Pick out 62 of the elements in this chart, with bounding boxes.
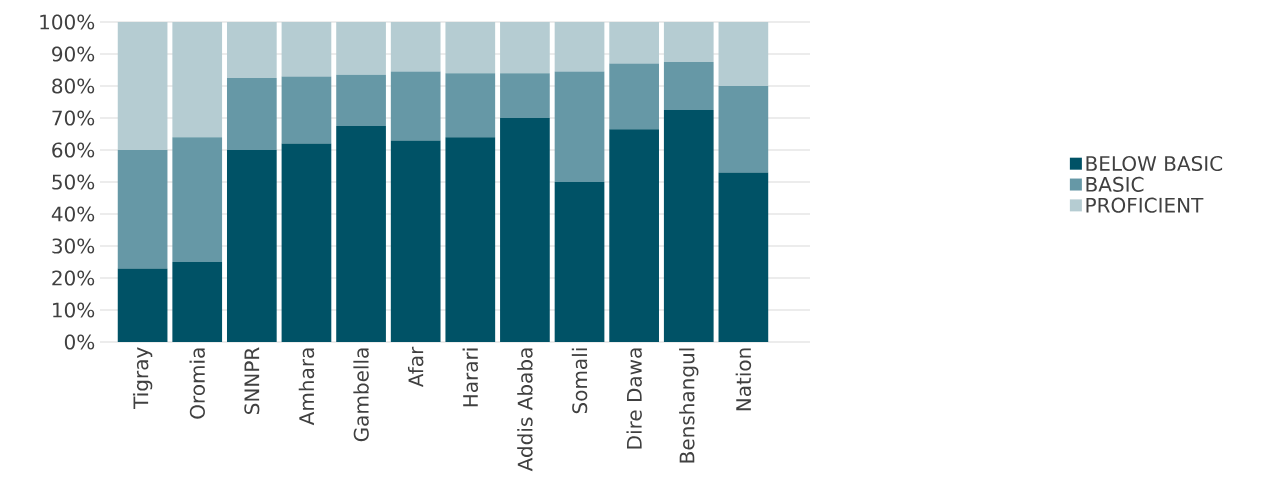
bar [554,22,605,72]
bar [663,62,714,110]
x-tick-label: Addis Ababa [517,348,533,472]
bar [117,150,168,269]
bar [445,73,496,138]
bar [172,262,223,342]
y-tick-label: 90% [52,46,95,62]
bar [281,143,332,342]
bar [172,137,223,262]
y-tick-label: 70% [52,110,95,126]
bar [663,22,714,62]
y-tick-label: 30% [52,238,95,254]
bar [609,129,659,342]
bar [445,137,496,342]
y-tick-label: 10% [53,302,95,318]
bar [500,22,550,74]
bar [554,182,605,342]
bar [336,22,386,75]
bar [390,71,441,141]
bar [718,22,769,86]
bar [336,74,386,126]
x-tick-label: Gambella [353,348,369,442]
bar [117,22,168,150]
y-tick-label: 0% [64,334,95,350]
bar [500,118,550,342]
bar [226,22,277,78]
legend-label: BELOW BASIC [1086,155,1223,172]
bar [500,73,550,118]
x-tick-label: Benshangul [679,348,699,463]
bar [609,63,659,130]
bar [390,22,441,72]
x-tick-label: Somali [571,348,588,414]
bar [117,268,168,342]
y-tick-label: 60% [52,142,95,158]
bar [281,76,332,144]
y-tick-label: 40% [51,206,95,222]
x-tick-label: SNNPR [244,347,260,414]
bar [172,22,223,138]
bar [445,22,496,74]
x-tick-label: Afar [407,346,424,388]
bar [718,86,769,173]
bar [718,172,769,342]
bar [281,22,332,77]
x-tick-label: Dire Dawa [626,348,642,449]
y-tick-label: 20% [52,270,95,286]
x-tick-label: Harari [462,348,479,407]
y-tick-label: 50% [52,174,95,190]
bar [336,126,386,342]
y-tick-label: 80% [52,78,95,94]
x-tick-label: Tigray [132,347,153,409]
bar [226,78,277,150]
x-tick-label: Oromia [189,348,205,419]
y-tick-label: 100% [40,14,95,30]
legend-label: PROFICIENT [1086,197,1204,213]
bar [226,150,277,342]
bar [663,110,714,342]
bar [609,22,659,64]
bar [390,140,441,342]
legend-label: BASIC [1086,176,1144,192]
x-tick-label: Amhara [298,348,315,426]
x-tick-label: Nation [735,348,752,411]
bar [554,71,605,182]
